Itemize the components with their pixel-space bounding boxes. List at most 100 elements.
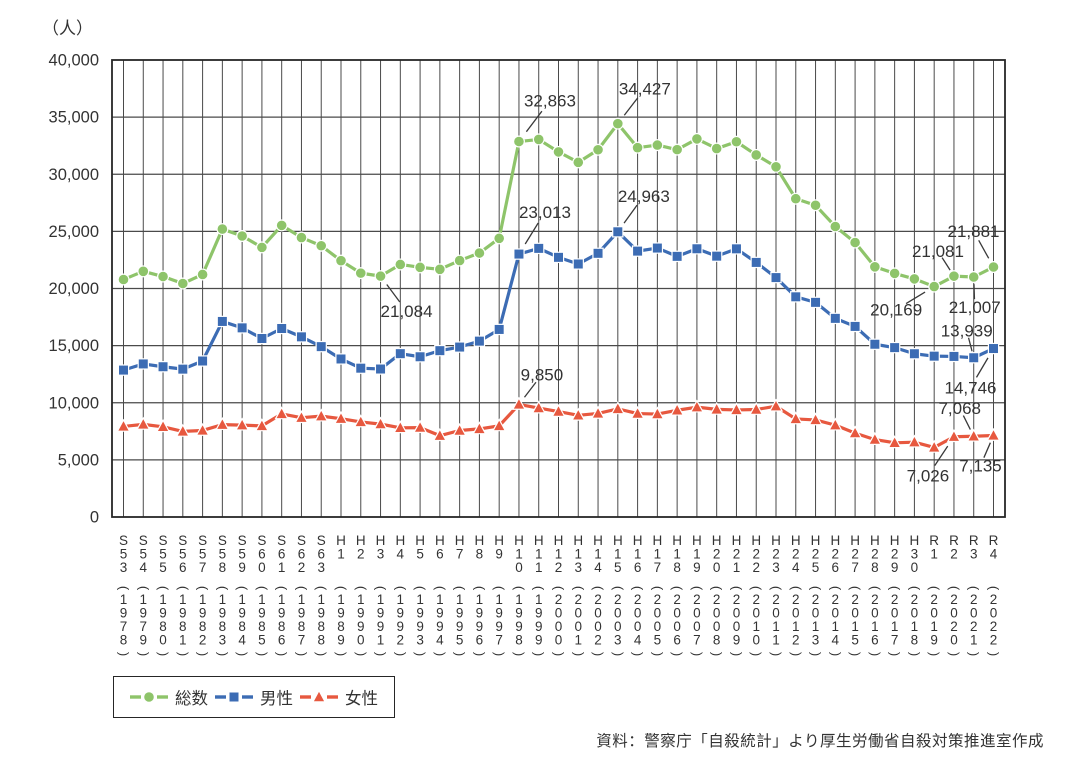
svg-text:S: S [277,533,286,548]
svg-text:S: S [257,533,266,548]
svg-text:35,000: 35,000 [49,109,99,127]
svg-text:H: H [356,533,366,548]
svg-text:9: 9 [495,619,503,634]
series-総数 [117,117,1000,293]
svg-text:1: 1 [970,633,978,648]
svg-text:8: 8 [515,633,523,648]
svg-text:H: H [633,533,643,548]
svg-text:1: 1 [535,547,543,562]
svg-text:(: ( [967,586,982,591]
svg-text:8: 8 [476,547,484,562]
svg-text:0: 0 [575,606,583,621]
svg-text:1: 1 [476,592,484,607]
svg-text:5: 5 [238,547,246,562]
svg-text:): ) [196,652,211,656]
svg-text:4: 4 [634,633,642,648]
svg-text:1: 1 [792,619,800,634]
svg-text:9: 9 [357,619,365,634]
svg-text:1: 1 [832,619,840,634]
svg-text:8: 8 [871,560,879,575]
svg-text:1: 1 [930,547,938,562]
svg-text:34,427: 34,427 [619,80,671,99]
svg-text:S: S [159,533,168,548]
svg-text:9: 9 [397,606,405,621]
svg-text:(: ( [552,586,567,591]
svg-text:0: 0 [654,619,662,634]
svg-text:9,850: 9,850 [521,365,564,384]
svg-text:21,007: 21,007 [949,298,1001,317]
svg-text:): ) [413,652,428,656]
svg-text:9: 9 [436,619,444,634]
svg-text:): ) [967,652,982,656]
svg-text:1: 1 [772,619,780,634]
svg-text:5: 5 [199,547,207,562]
total-series-swatch-icon [130,690,168,704]
legend-label-female: 女性 [345,690,378,708]
svg-text:0: 0 [673,619,681,634]
svg-text:13,939: 13,939 [941,322,993,341]
svg-text:20,000: 20,000 [49,280,99,298]
svg-text:9: 9 [456,606,464,621]
svg-text:(: ( [433,586,448,591]
svg-text:H: H [336,533,346,548]
svg-text:): ) [512,652,527,656]
svg-text:9: 9 [337,606,345,621]
svg-text:): ) [235,652,250,656]
svg-text:8: 8 [911,633,919,648]
svg-text:): ) [591,652,606,656]
svg-text:H: H [771,533,781,548]
svg-text:(: ( [512,586,527,591]
svg-text:(: ( [492,586,507,591]
svg-text:6: 6 [832,560,840,575]
svg-text:8: 8 [337,619,345,634]
svg-text:): ) [255,652,270,656]
svg-text:(: ( [472,586,487,591]
svg-text:): ) [532,652,547,656]
svg-text:H: H [890,533,900,548]
svg-text:1: 1 [337,547,345,562]
svg-text:2: 2 [970,592,978,607]
svg-text:H: H [593,533,603,548]
legend: 総数 男性 女性 [113,676,395,718]
svg-text:0: 0 [792,606,800,621]
svg-text:H: H [712,533,722,548]
svg-text:): ) [848,652,863,656]
svg-text:): ) [453,652,468,656]
svg-text:15,000: 15,000 [49,337,99,355]
svg-text:0: 0 [911,606,919,621]
svg-text:2: 2 [990,633,998,648]
svg-text:): ) [729,652,744,656]
svg-text:2: 2 [594,633,602,648]
svg-text:0: 0 [851,606,859,621]
svg-text:(: ( [314,586,329,591]
svg-text:9: 9 [238,606,246,621]
svg-text:1: 1 [377,592,385,607]
svg-text:2: 2 [575,592,583,607]
series-男性 [117,226,1000,376]
svg-text:): ) [156,652,171,656]
svg-text:1: 1 [851,619,859,634]
svg-text:): ) [117,652,132,656]
svg-text:6: 6 [258,547,266,562]
svg-text:): ) [176,652,191,656]
svg-text:2: 2 [199,633,207,648]
svg-text:8: 8 [317,633,325,648]
svg-text:9: 9 [317,606,325,621]
svg-text:5: 5 [614,560,622,575]
svg-text:): ) [710,652,725,656]
svg-text:H: H [692,533,702,548]
svg-text:0: 0 [159,633,167,648]
svg-text:(: ( [868,586,883,591]
svg-text:0: 0 [930,606,938,621]
svg-text:9: 9 [140,606,148,621]
svg-text:(: ( [690,586,705,591]
svg-text:9: 9 [278,606,286,621]
svg-text:1: 1 [911,619,919,634]
svg-text:): ) [354,652,369,656]
svg-text:(: ( [611,586,626,591]
svg-text:0: 0 [693,619,701,634]
svg-text:H: H [376,533,386,548]
svg-text:): ) [690,652,705,656]
svg-text:2: 2 [792,633,800,648]
